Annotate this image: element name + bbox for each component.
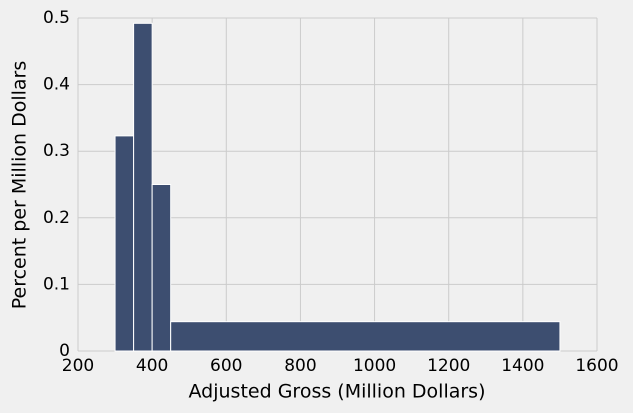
x-axis-label: Adjusted Gross (Million Dollars): [189, 381, 486, 403]
x-tick-label: 1400: [501, 356, 544, 376]
bar: [170, 321, 561, 352]
x-tick-label: 1600: [575, 356, 618, 376]
bar: [133, 22, 153, 352]
x-tick-label: 1000: [353, 356, 396, 376]
y-tick-label: 0: [59, 341, 70, 361]
bar: [114, 135, 135, 352]
x-tick-label: 1200: [427, 356, 470, 376]
y-tick-label: 0.1: [43, 274, 70, 294]
y-tick-label: 0.2: [43, 208, 70, 228]
x-tick-label: 800: [284, 356, 316, 376]
y-tick-label: 0.5: [43, 8, 70, 28]
x-tick-label: 400: [136, 356, 168, 376]
x-tick-label: 600: [210, 356, 242, 376]
y-axis-label: Percent per Million Dollars: [9, 61, 31, 310]
bar: [151, 184, 172, 352]
x-tick-label: 200: [62, 356, 94, 376]
y-tick-label: 0.4: [43, 75, 70, 95]
y-tick-label: 0.3: [43, 141, 70, 161]
